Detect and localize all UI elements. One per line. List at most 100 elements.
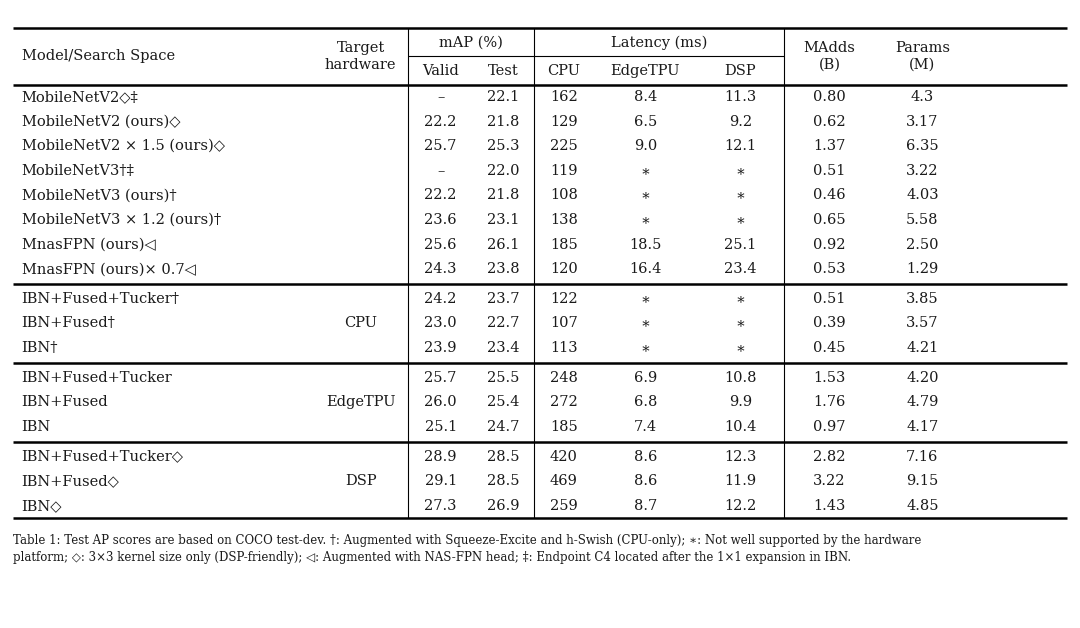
Text: IBN+Fused†: IBN+Fused† [22,317,116,330]
Text: 12.3: 12.3 [725,450,756,463]
Text: IBN†: IBN† [22,341,58,355]
Text: ∗: ∗ [735,164,745,178]
Text: 4.20: 4.20 [906,371,939,385]
Text: 23.1: 23.1 [487,213,519,227]
Text: Params
(M): Params (M) [895,41,949,72]
Text: MobileNetV2 (ours)◇: MobileNetV2 (ours)◇ [22,114,180,129]
Text: 2.50: 2.50 [906,237,939,252]
Text: 225: 225 [550,139,578,153]
Text: Test: Test [488,63,518,77]
Text: ∗: ∗ [640,164,650,178]
Text: MobileNetV2◇‡: MobileNetV2◇‡ [22,90,138,104]
Text: 23.7: 23.7 [487,292,519,306]
Text: ∗: ∗ [735,213,745,227]
Text: 1.53: 1.53 [813,371,846,385]
Text: 25.5: 25.5 [487,371,519,385]
Text: 6.8: 6.8 [634,395,657,409]
Text: 0.62: 0.62 [813,114,846,129]
Text: 18.5: 18.5 [630,237,661,252]
Text: DSP: DSP [345,474,377,488]
Text: 4.03: 4.03 [906,188,939,202]
Text: MnasFPN (ours)× 0.7◁: MnasFPN (ours)× 0.7◁ [22,263,195,276]
Text: 185: 185 [550,420,578,434]
Text: 119: 119 [550,164,578,178]
Text: ∗: ∗ [735,188,745,202]
Text: Target
hardware: Target hardware [325,41,396,72]
Text: 24.3: 24.3 [424,263,457,276]
Text: 11.9: 11.9 [725,474,756,488]
Text: EdgeTPU: EdgeTPU [610,63,680,77]
Text: Valid: Valid [422,63,459,77]
Text: 420: 420 [550,450,578,463]
Text: 29.1: 29.1 [424,474,457,488]
Text: 4.3: 4.3 [910,90,934,104]
Text: 23.4: 23.4 [487,341,519,355]
Text: 0.39: 0.39 [813,317,846,330]
Text: 469: 469 [550,474,578,488]
Text: MAdds
(B): MAdds (B) [804,41,855,72]
Text: 25.7: 25.7 [424,371,457,385]
Text: ∗: ∗ [735,292,745,306]
Text: 4.79: 4.79 [906,395,939,409]
Text: 28.9: 28.9 [424,450,457,463]
Text: IBN+Fused+Tucker: IBN+Fused+Tucker [22,371,173,385]
Text: 12.2: 12.2 [725,499,756,513]
Text: CPU: CPU [548,63,580,77]
Text: 28.5: 28.5 [487,450,519,463]
Text: 25.3: 25.3 [487,139,519,153]
Text: 23.9: 23.9 [424,341,457,355]
Text: IBN+Fused+Tucker◇: IBN+Fused+Tucker◇ [22,450,184,463]
Text: 25.7: 25.7 [424,139,457,153]
Text: 22.2: 22.2 [424,188,457,202]
Text: MnasFPN (ours)◁: MnasFPN (ours)◁ [22,237,156,252]
Text: 3.57: 3.57 [906,317,939,330]
Text: 129: 129 [550,114,578,129]
Text: 5.58: 5.58 [906,213,939,227]
Text: –: – [437,164,444,178]
Text: 10.4: 10.4 [725,420,756,434]
Text: 138: 138 [550,213,578,227]
Text: 0.46: 0.46 [813,188,846,202]
Text: 1.37: 1.37 [813,139,846,153]
Text: 8.4: 8.4 [634,90,657,104]
Text: 108: 108 [550,188,578,202]
Text: 0.92: 0.92 [813,237,846,252]
Text: IBN: IBN [22,420,51,434]
Text: 1.43: 1.43 [813,499,846,513]
Text: 25.6: 25.6 [424,237,457,252]
Text: 0.53: 0.53 [813,263,846,276]
Text: Latency (ms): Latency (ms) [610,35,707,50]
Text: Table 1: Test AP scores are based on COCO test-dev. †: Augmented with Squeeze-Ex: Table 1: Test AP scores are based on COC… [13,534,921,564]
Text: 23.8: 23.8 [487,263,519,276]
Text: 8.6: 8.6 [634,450,657,463]
Text: Model/Search Space: Model/Search Space [22,50,175,63]
Text: 9.2: 9.2 [729,114,752,129]
Text: ∗: ∗ [640,341,650,355]
Text: 26.9: 26.9 [487,499,519,513]
Text: 22.2: 22.2 [424,114,457,129]
Text: 26.1: 26.1 [487,237,519,252]
Text: 28.5: 28.5 [487,474,519,488]
Text: 0.80: 0.80 [813,90,846,104]
Text: 22.7: 22.7 [487,317,519,330]
Text: DSP: DSP [725,63,756,77]
Text: IBN+Fused◇: IBN+Fused◇ [22,474,120,488]
Text: 27.3: 27.3 [424,499,457,513]
Text: 16.4: 16.4 [630,263,661,276]
Text: ∗: ∗ [640,292,650,306]
Text: 0.65: 0.65 [813,213,846,227]
Text: ∗: ∗ [735,317,745,330]
Text: MobileNetV2 × 1.5 (ours)◇: MobileNetV2 × 1.5 (ours)◇ [22,139,225,153]
Text: 113: 113 [550,341,578,355]
Text: 21.8: 21.8 [487,114,519,129]
Text: 122: 122 [550,292,578,306]
Text: 185: 185 [550,237,578,252]
Text: 0.51: 0.51 [813,292,846,306]
Text: 3.22: 3.22 [906,164,939,178]
Text: IBN◇: IBN◇ [22,499,63,513]
Text: 3.22: 3.22 [813,474,846,488]
Text: 107: 107 [550,317,578,330]
Text: 8.6: 8.6 [634,474,657,488]
Text: 25.1: 25.1 [424,420,457,434]
Text: ∗: ∗ [640,317,650,330]
